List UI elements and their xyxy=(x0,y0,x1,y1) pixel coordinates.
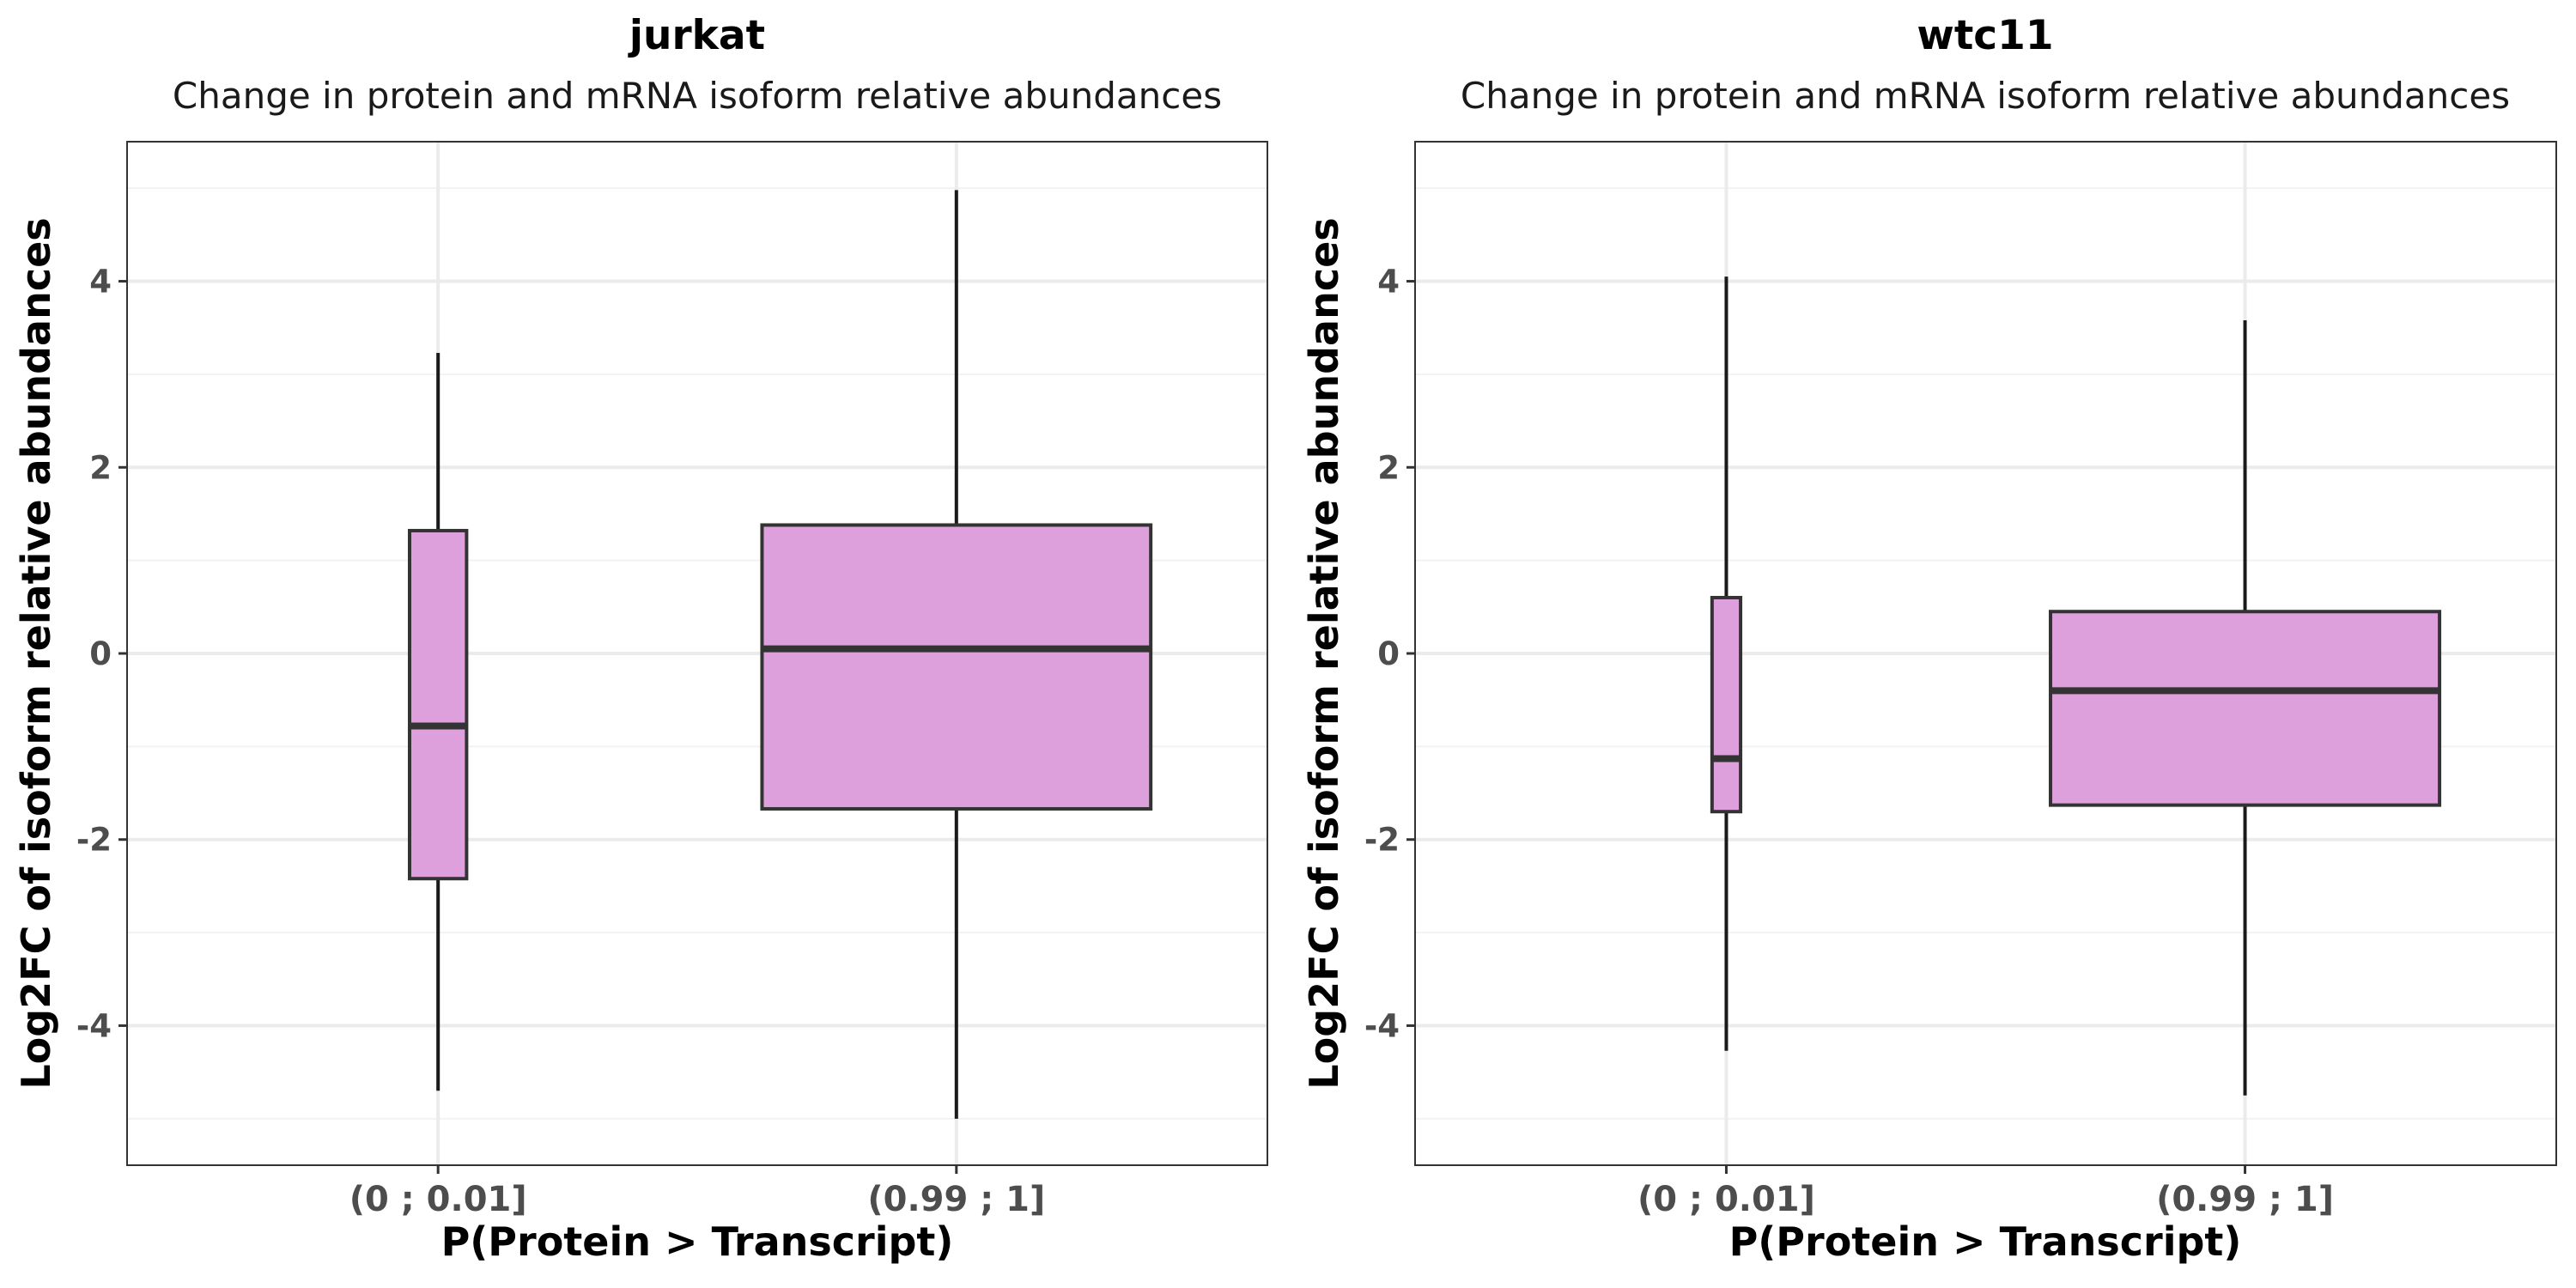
box-iqr xyxy=(407,528,469,881)
panel-border xyxy=(1414,141,2557,1166)
y-tick-label: 4 xyxy=(1377,264,1400,301)
y-tick-label: -4 xyxy=(76,1007,112,1044)
box-iqr xyxy=(1710,595,1743,814)
y-tick-label: 2 xyxy=(89,449,112,486)
x-axis-title: P(Protein > Transcript) xyxy=(441,1218,954,1265)
box-iqr xyxy=(760,523,1153,811)
box-iqr xyxy=(2049,610,2442,807)
x-tick-label: (0.99 ; 1] xyxy=(2156,1180,2334,1219)
x-tick-label: (0 ; 0.01] xyxy=(349,1180,527,1219)
panel-border xyxy=(126,141,1268,1166)
panel-title: jurkat xyxy=(628,12,765,59)
y-tick-label: 0 xyxy=(1377,635,1400,672)
y-tick-label: 2 xyxy=(1377,449,1400,486)
y-tick-label: -2 xyxy=(76,822,112,859)
y-tick-label: -4 xyxy=(1364,1007,1400,1044)
y-axis-title: Log2FC of isoform relative abundances xyxy=(1301,217,1347,1089)
y-axis-title: Log2FC of isoform relative abundances xyxy=(13,217,59,1089)
x-tick-label: (0.99 ; 1] xyxy=(867,1180,1045,1219)
x-axis-title: P(Protein > Transcript) xyxy=(1729,1218,2242,1265)
panel-subtitle: Change in protein and mRNA isoform relat… xyxy=(1461,75,2510,117)
y-tick-label: 4 xyxy=(89,264,112,301)
y-tick-label: -2 xyxy=(1364,822,1400,859)
panel-subtitle: Change in protein and mRNA isoform relat… xyxy=(173,75,1222,117)
x-tick-label: (0 ; 0.01] xyxy=(1637,1180,1815,1219)
y-tick-label: 0 xyxy=(89,635,112,672)
panel-title: wtc11 xyxy=(1917,12,2053,59)
